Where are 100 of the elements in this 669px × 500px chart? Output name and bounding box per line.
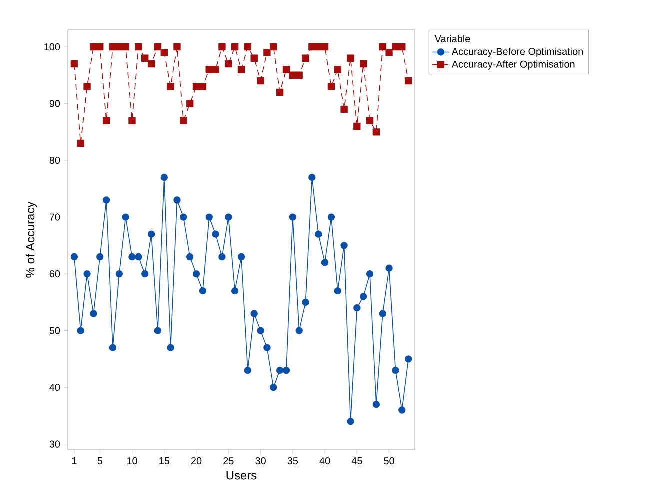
point	[270, 384, 278, 392]
point	[289, 214, 297, 221]
legend-label: Accuracy-Before Optimisation	[452, 48, 583, 58]
point	[231, 287, 239, 295]
point	[174, 43, 181, 51]
point	[180, 214, 188, 221]
point	[250, 54, 258, 62]
x-tick-label: 5	[98, 458, 102, 464]
point	[84, 270, 91, 278]
point	[328, 214, 336, 221]
x-tick-label: 25	[224, 458, 234, 465]
point	[180, 117, 188, 124]
point	[386, 264, 393, 272]
point	[282, 66, 290, 74]
point	[199, 83, 207, 90]
point	[392, 366, 400, 374]
point	[102, 117, 110, 124]
point	[142, 54, 149, 62]
y-axis-title: % of Accuracy	[26, 202, 38, 278]
y-tick-label: 60	[50, 270, 60, 278]
point	[174, 196, 181, 204]
point	[257, 327, 264, 334]
point	[96, 43, 104, 51]
point	[398, 43, 406, 51]
point	[379, 43, 386, 51]
x-tick-label: 50	[384, 458, 394, 465]
point	[360, 60, 368, 68]
point	[128, 117, 136, 124]
point	[340, 242, 348, 250]
point	[148, 60, 156, 68]
point	[199, 287, 207, 295]
point	[347, 54, 354, 62]
point	[160, 174, 168, 182]
point	[160, 49, 168, 56]
x-axis-title: Users	[226, 471, 257, 480]
point	[379, 310, 386, 318]
y-tick-label: 50	[50, 327, 60, 334]
point	[302, 54, 310, 62]
point	[212, 66, 220, 74]
point	[154, 43, 162, 51]
point	[218, 253, 226, 261]
point	[77, 140, 84, 148]
x-tick-label: 1	[72, 458, 77, 464]
point	[276, 366, 284, 374]
x-tick-label: 20	[191, 458, 202, 465]
point	[218, 43, 226, 51]
point	[360, 293, 368, 300]
point	[308, 174, 316, 182]
point	[257, 77, 264, 85]
point	[244, 366, 252, 374]
point	[404, 356, 412, 363]
x-tick-label: 35	[288, 458, 298, 465]
point	[225, 60, 232, 68]
point	[276, 88, 284, 96]
x-tick-label: 15	[160, 458, 170, 464]
point	[282, 366, 290, 374]
legend-title: Variable	[434, 35, 470, 43]
y-tick-label: 80	[50, 157, 60, 164]
point	[321, 259, 329, 266]
point	[404, 77, 412, 85]
point	[148, 230, 156, 238]
point	[250, 310, 258, 318]
x-tick-label: 45	[352, 458, 362, 464]
legend-label: Accuracy-After Optimisation	[452, 60, 575, 70]
point	[96, 253, 104, 261]
point	[270, 43, 278, 51]
point	[192, 83, 200, 90]
point	[122, 214, 130, 221]
point	[302, 298, 310, 306]
point	[398, 406, 406, 414]
point	[212, 230, 220, 238]
point	[135, 253, 142, 261]
point	[264, 49, 271, 56]
point	[77, 327, 84, 334]
point	[264, 344, 271, 352]
point	[296, 327, 303, 334]
point	[206, 214, 213, 221]
point	[225, 214, 232, 221]
point	[372, 128, 380, 136]
point	[122, 43, 130, 51]
point	[116, 270, 124, 278]
point	[296, 72, 303, 80]
point	[186, 100, 194, 108]
point	[315, 230, 322, 238]
x-tick-label: 30	[256, 458, 266, 465]
point	[142, 270, 149, 278]
point	[70, 253, 78, 261]
point	[244, 43, 252, 51]
point	[328, 83, 336, 90]
point	[354, 304, 361, 312]
point	[366, 117, 374, 124]
x-tick-label: 10	[127, 458, 138, 465]
point	[238, 66, 246, 74]
y-tick-label: 70	[50, 214, 60, 221]
y-tick-label: 40	[50, 384, 60, 392]
point	[128, 253, 136, 261]
point	[102, 196, 110, 204]
point	[167, 83, 174, 90]
point	[70, 60, 78, 68]
point	[186, 253, 194, 261]
